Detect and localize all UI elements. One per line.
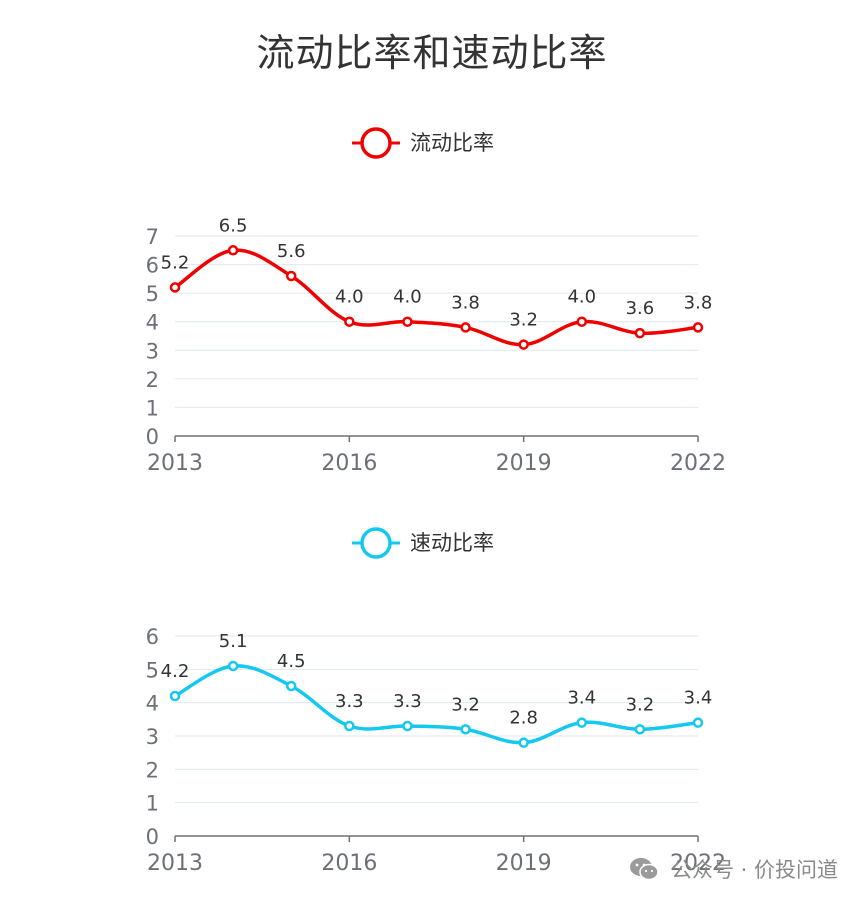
x-tick-label: 2019 (496, 851, 552, 876)
data-label: 3.4 (567, 688, 596, 709)
data-point (518, 339, 529, 350)
data-point (460, 724, 471, 735)
data-point (344, 720, 355, 732)
data-point (576, 316, 588, 327)
data-label: 4.0 (335, 287, 364, 308)
data-point (344, 316, 355, 327)
y-tick-label: 4 (146, 692, 159, 716)
data-point (285, 270, 297, 282)
data-point (460, 322, 471, 333)
series-line (173, 248, 699, 347)
data-label: 5.2 (161, 252, 190, 273)
watermark: 公众号 · 价投问道 (629, 854, 838, 884)
y-tick-label: 6 (146, 254, 159, 278)
data-point (518, 737, 529, 748)
x-tick-label: 2013 (147, 451, 203, 476)
y-tick-label: 3 (146, 725, 159, 749)
legend-label: 速动比率 (410, 531, 494, 555)
x-tick-label: 2022 (670, 851, 726, 876)
data-label: 3.2 (451, 694, 480, 715)
data-point (634, 724, 646, 735)
data-label: 4.0 (393, 287, 422, 308)
watermark-text: 公众号 · 价投问道 (670, 858, 838, 882)
legend-marker (360, 127, 392, 159)
legend-marker (360, 527, 392, 559)
data-label: 3.8 (451, 292, 480, 313)
data-label: 4.0 (567, 287, 596, 308)
page-title: 流动比率和速动比率 (256, 31, 608, 75)
data-label: 6.5 (219, 215, 248, 236)
data-label: 3.4 (684, 688, 713, 709)
legend-label: 流动比率 (410, 131, 494, 155)
x-tick-label: 2019 (496, 451, 552, 476)
y-tick-label: 6 (146, 625, 159, 649)
y-tick-label: 3 (146, 339, 159, 363)
y-tick-label: 7 (146, 225, 159, 249)
wechat-icon (629, 858, 659, 881)
data-point (227, 245, 239, 256)
x-tick-label: 2022 (670, 451, 726, 476)
y-tick-label: 1 (146, 792, 159, 816)
chart-panel-1: 流动比率 0 1 2 3 4 5 6 7 2013 2016 2019 2022 5.2 6.5 5.6 4.0… (146, 127, 726, 476)
data-point (285, 680, 297, 692)
y-tick-label: 5 (146, 658, 159, 682)
y-tick-label: 0 (146, 425, 159, 449)
y-tick-label: 1 (146, 396, 159, 420)
data-point (576, 717, 588, 728)
data-point (169, 690, 181, 702)
x-tick-label: 2016 (321, 851, 377, 876)
data-point (402, 720, 413, 732)
data-label: 5.1 (219, 631, 248, 652)
y-tick-label: 5 (146, 282, 159, 306)
y-tick-label: 4 (146, 311, 159, 335)
data-point (692, 322, 704, 333)
chart-panel-2: 速动比率 0 1 2 3 4 5 6 2013 2016 2019 2022 4.2 5.1 4.5 3.3 3… (146, 527, 726, 876)
data-label: 3.3 (335, 691, 364, 712)
data-label: 3.8 (684, 292, 713, 313)
data-point (169, 282, 181, 293)
x-tick-label: 2016 (321, 451, 377, 476)
data-point (634, 327, 646, 339)
data-label: 4.2 (161, 661, 190, 682)
data-point (227, 660, 239, 672)
y-tick-label: 2 (146, 758, 159, 782)
data-label: 3.2 (509, 310, 538, 331)
data-label: 5.6 (277, 241, 306, 262)
x-tick-label: 2013 (147, 851, 203, 876)
data-label: 4.5 (277, 651, 306, 672)
data-label: 3.2 (626, 694, 655, 715)
data-point (692, 717, 704, 728)
y-tick-label: 0 (146, 825, 159, 849)
data-label: 2.8 (509, 708, 538, 729)
data-label: 3.6 (626, 298, 655, 319)
series-line (174, 664, 699, 745)
data-label: 3.3 (393, 691, 422, 712)
data-point (402, 316, 413, 327)
y-tick-label: 2 (146, 368, 159, 392)
